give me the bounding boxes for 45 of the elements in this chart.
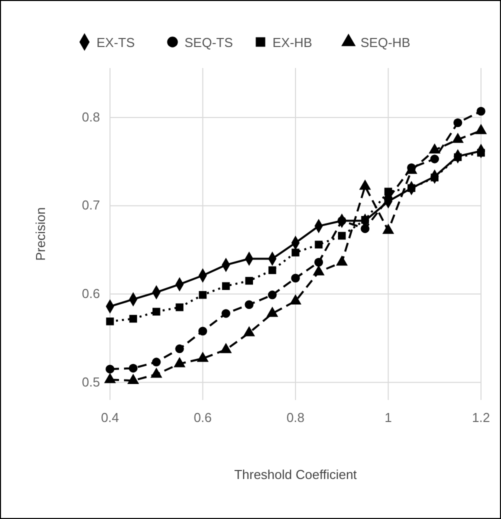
point xyxy=(430,154,439,164)
x-tick-label: 1 xyxy=(384,410,392,425)
point xyxy=(222,309,230,318)
legend-label: EX-TS xyxy=(96,35,136,50)
x-axis-title: Threshold Coefficient xyxy=(234,467,358,482)
point xyxy=(152,358,161,366)
point xyxy=(453,118,462,128)
x-tick-label: 0.6 xyxy=(194,410,212,425)
point xyxy=(476,106,486,116)
point xyxy=(175,344,184,354)
point xyxy=(245,276,253,285)
point xyxy=(314,240,323,248)
point xyxy=(268,266,276,274)
point xyxy=(338,232,346,240)
point xyxy=(454,153,462,162)
point xyxy=(198,326,208,336)
point xyxy=(106,364,114,374)
point xyxy=(152,308,160,316)
point xyxy=(174,357,186,368)
x-tick-label: 0.8 xyxy=(286,410,305,425)
x-tick-label: 0.4 xyxy=(100,410,120,425)
y-tick-label: 0.7 xyxy=(82,198,100,213)
point xyxy=(291,274,300,283)
point xyxy=(384,188,392,196)
y-axis-title: Precision xyxy=(33,207,48,261)
x-tick-label: 1.2 xyxy=(472,410,490,425)
point xyxy=(129,314,138,323)
point xyxy=(176,303,184,312)
legend-label: SEQ-TS xyxy=(184,35,234,50)
point xyxy=(338,216,346,226)
point xyxy=(292,248,300,256)
point xyxy=(128,364,138,373)
point xyxy=(268,290,277,300)
point xyxy=(106,318,114,326)
point xyxy=(198,291,207,299)
point xyxy=(222,282,230,290)
legend-label: EX-HB xyxy=(272,35,312,50)
point xyxy=(244,300,254,309)
y-tick-label: 0.8 xyxy=(82,109,100,124)
y-tick-label: 0.5 xyxy=(82,374,100,390)
legend-label: SEQ-HB xyxy=(360,35,410,50)
point xyxy=(360,224,370,234)
point xyxy=(314,258,324,267)
y-tick-label: 0.6 xyxy=(82,286,100,302)
point xyxy=(361,216,369,224)
